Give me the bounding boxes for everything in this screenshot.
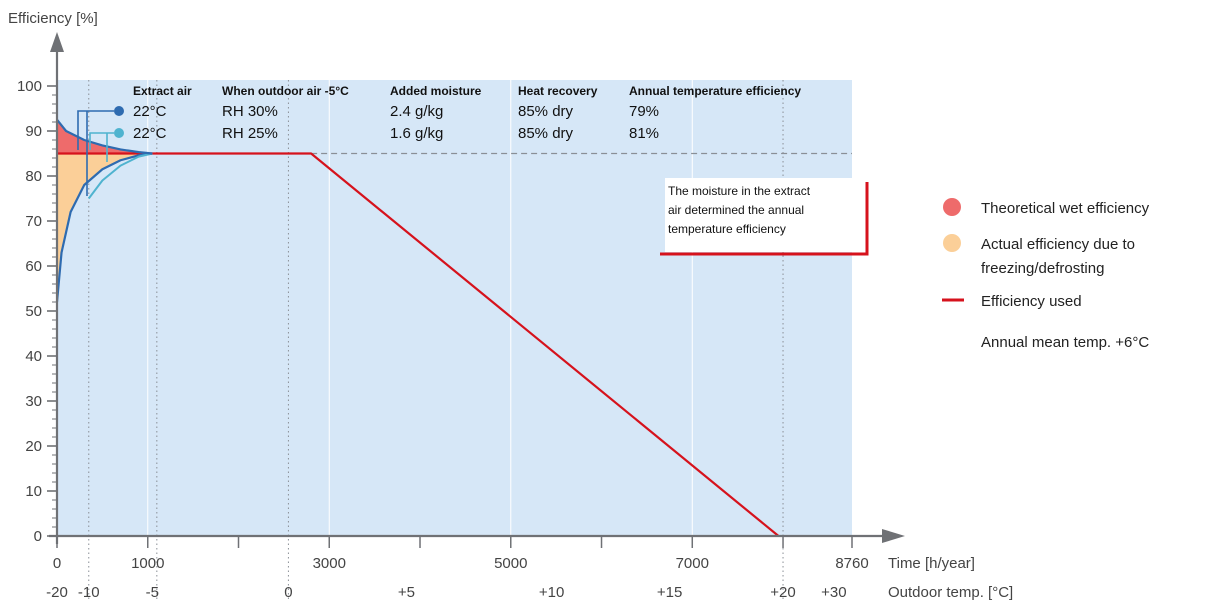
x-tick-label: 7000 [676,555,709,572]
x-tick-label: 8760 [835,555,868,572]
legend-label: Annual mean temp. +6°C [981,334,1149,351]
x-axis-title: Time [h/year] [888,555,975,572]
y-axis-title: Efficiency [%] [8,10,98,27]
y-tick-label: 60 [25,258,42,275]
temp-tick-label: 0 [284,584,292,601]
y-tick-label: 20 [25,438,42,455]
annotation-text: air determined the annual [668,203,804,217]
table-cell: 2.4 g/kg [390,103,443,120]
temp-axis-title: Outdoor temp. [°C] [888,584,1013,601]
legend-label: freezing/defrosting [981,260,1104,277]
temp-tick-label: +10 [539,584,564,601]
bracket-line [77,110,114,150]
y-tick-label: 50 [25,303,42,320]
x-tick-label: 0 [53,555,61,572]
bracket-line [89,132,114,150]
table-header: Annual temperature efficiency [629,84,801,98]
legend-swatch [943,198,961,216]
row-marker-dot [114,106,124,116]
efficiency-curve-rh25 [87,152,153,200]
table-cell: 1.6 g/kg [390,125,443,142]
table-cell: 85% dry [518,103,574,120]
table-cell: 22°C [133,125,167,142]
table-cell: 81% [629,125,659,142]
table-header: Added moisture [390,84,482,98]
legend-label: Theoretical wet efficiency [981,200,1150,217]
table-header: Extract air [133,84,192,98]
table-cell: RH 30% [222,103,278,120]
table-cell: 85% dry [518,125,574,142]
y-tick-label: 40 [25,348,42,365]
y-tick-label: 30 [25,393,42,410]
table-cell: RH 25% [222,125,278,142]
table-cell: 22°C [133,103,167,120]
y-tick-label: 90 [25,123,42,140]
wet-efficiency-curve [56,119,153,155]
annotation-text: The moisture in the extract [668,184,811,198]
temp-tick-label: -20 [46,584,68,601]
y-axis-arrow [50,32,64,52]
table-header: Heat recovery [518,84,598,98]
y-tick-label: 100 [17,78,42,95]
temp-tick-label: +30 [821,584,846,601]
temp-tick-label: +20 [770,584,795,601]
y-tick-label: 10 [25,483,42,500]
table-cell: 79% [629,103,659,120]
y-tick-label: 80 [25,168,42,185]
temp-tick-label: -10 [78,584,100,601]
temp-tick-label: -5 [146,584,159,601]
x-tick-label: 3000 [313,555,346,572]
legend-label: Actual efficiency due to [981,236,1135,253]
y-tick-label: 70 [25,213,42,230]
wet-efficiency-area [57,119,153,154]
y-tick-label: 0 [34,528,42,545]
row-marker-dot [114,128,124,138]
plot-area [57,80,852,536]
annotation-border [660,182,869,256]
efficiency-curve-rh30 [55,152,153,303]
legend-label: Efficiency used [981,293,1082,310]
temp-tick-label: +15 [657,584,682,601]
temp-tick-label: +5 [398,584,415,601]
annotation-box [665,178,865,252]
x-axis-arrow [882,529,905,543]
annotation-text: temperature efficiency [668,222,786,236]
x-tick-label: 5000 [494,555,527,572]
x-tick-label: 1000 [131,555,164,572]
table-header: When outdoor air -5°C [222,84,349,98]
legend-swatch [943,234,961,252]
